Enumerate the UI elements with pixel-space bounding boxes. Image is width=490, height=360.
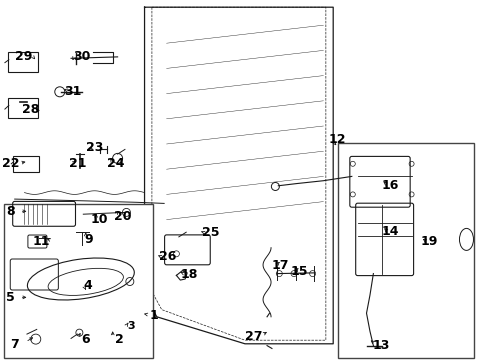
Text: 3: 3	[127, 321, 135, 331]
Text: 22: 22	[2, 157, 20, 170]
Text: 7: 7	[10, 338, 19, 351]
Text: 27: 27	[245, 330, 263, 343]
Text: 31: 31	[64, 85, 81, 98]
Text: 4: 4	[84, 279, 93, 292]
Text: 20: 20	[114, 210, 131, 223]
Text: 8: 8	[6, 205, 15, 218]
Text: 5: 5	[6, 291, 15, 304]
Text: 26: 26	[159, 250, 176, 263]
Text: 18: 18	[181, 268, 198, 281]
Text: 23: 23	[86, 141, 103, 154]
Text: 16: 16	[381, 179, 399, 192]
Text: 24: 24	[107, 157, 125, 170]
Bar	[4, 204, 153, 358]
Text: 1: 1	[150, 309, 159, 322]
Text: 29: 29	[15, 50, 32, 63]
Text: 12: 12	[328, 133, 346, 146]
Text: 2: 2	[115, 333, 123, 346]
Text: 30: 30	[74, 50, 91, 63]
Text: 15: 15	[291, 265, 308, 278]
Text: 9: 9	[84, 233, 93, 246]
Text: 28: 28	[22, 103, 39, 116]
Text: 11: 11	[33, 235, 50, 248]
Text: 21: 21	[69, 157, 86, 170]
Text: 19: 19	[420, 235, 438, 248]
Text: 13: 13	[372, 339, 390, 352]
Text: 25: 25	[202, 226, 220, 239]
Text: 14: 14	[381, 225, 399, 238]
Text: 17: 17	[271, 259, 289, 272]
Text: 6: 6	[81, 333, 90, 346]
Bar	[338, 143, 474, 358]
Text: 10: 10	[90, 213, 108, 226]
